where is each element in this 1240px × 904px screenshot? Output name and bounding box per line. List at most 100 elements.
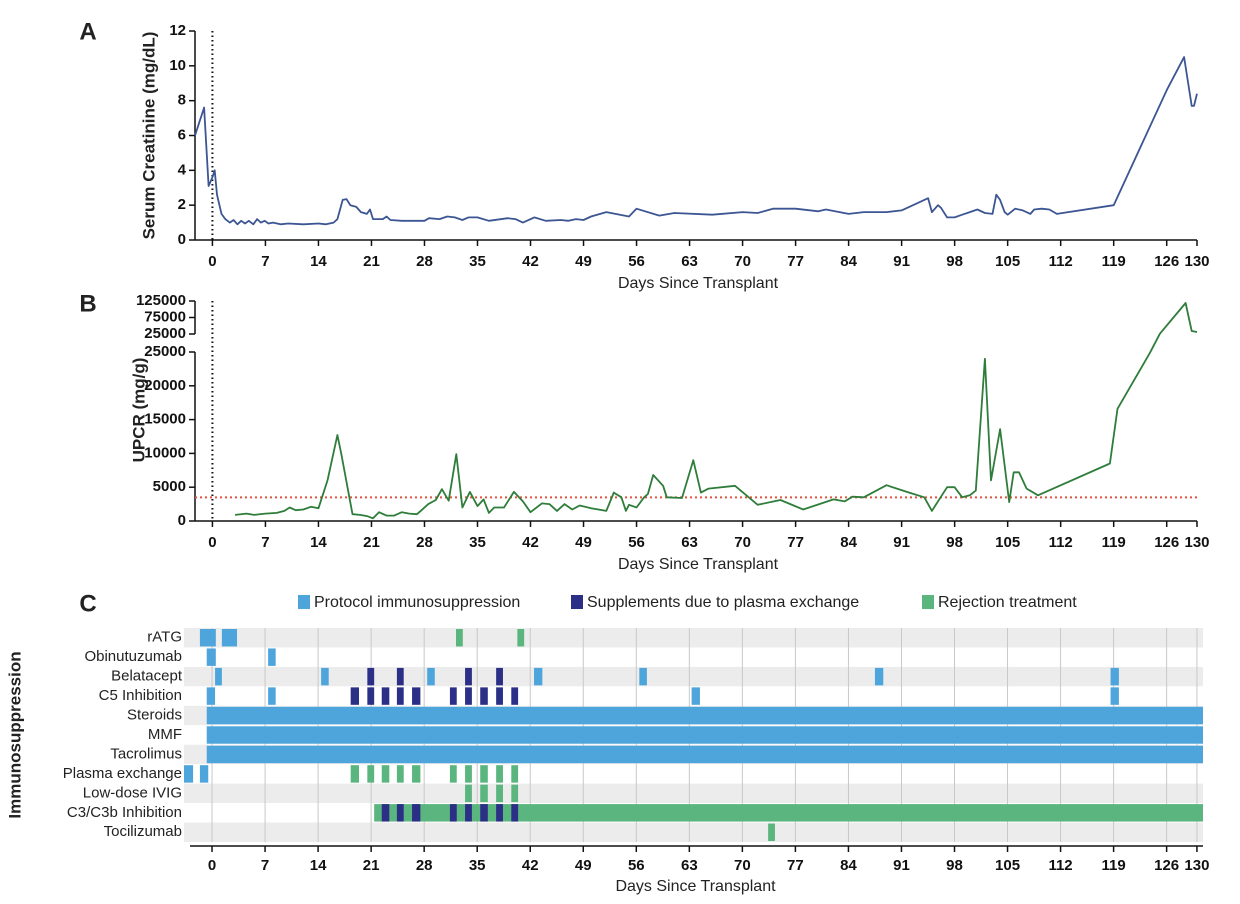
gantt-bar — [511, 765, 519, 783]
gantt-bar — [268, 687, 276, 705]
gantt-bar — [517, 629, 525, 647]
x-tick-label: 0 — [208, 534, 216, 551]
x-tick-label: 70 — [734, 253, 751, 270]
row-label: rATG — [147, 629, 182, 646]
x-tick-label: 63 — [681, 534, 698, 551]
x-axis-label: Days Since Transplant — [618, 275, 779, 292]
gantt-bar — [396, 687, 404, 705]
x-tick-label: 56 — [628, 857, 645, 874]
y-tick-label: 125000 — [136, 292, 186, 309]
y-tick-label: 0 — [178, 512, 186, 529]
x-tick-label: 56 — [628, 253, 645, 270]
x-tick-label: 112 — [1048, 857, 1072, 874]
x-tick-label: 130 — [1184, 534, 1209, 551]
x-tick-label: 105 — [995, 253, 1020, 270]
gantt-bar — [206, 706, 1203, 725]
row-band — [184, 628, 1203, 648]
x-tick-label: 42 — [522, 857, 539, 874]
gantt-bar — [381, 687, 390, 705]
gantt-bar — [367, 687, 375, 705]
x-tick-label: 14 — [310, 534, 327, 551]
x-tick-label: 98 — [946, 253, 963, 270]
gantt-bar — [465, 687, 472, 705]
row-band — [184, 647, 1203, 667]
legend-label: Protocol immunosuppression — [314, 594, 520, 611]
gantt-bar — [496, 804, 503, 822]
row-band — [184, 822, 1203, 842]
x-axis-label: Days Since Transplant — [615, 878, 776, 895]
x-tick-label: 91 — [893, 253, 910, 270]
legend-swatch — [571, 595, 583, 609]
x-tick-label: 14 — [310, 857, 327, 874]
gantt-bar — [639, 667, 647, 686]
y-tick-label: 8 — [178, 92, 186, 109]
gantt-bar — [381, 765, 390, 783]
gantt-bar — [206, 687, 216, 705]
gantt-bar — [465, 667, 472, 686]
gantt-bar — [206, 745, 1203, 764]
gantt-bar — [381, 804, 390, 822]
gantt-bar — [449, 804, 457, 822]
x-tick-label: 105 — [995, 857, 1020, 874]
gantt-bar — [367, 765, 375, 783]
gantt-bar — [496, 687, 503, 705]
gantt-bar — [480, 687, 488, 705]
gantt-bar — [396, 765, 404, 783]
y-tick-label: 25000 — [144, 325, 186, 342]
x-tick-label: 105 — [995, 534, 1020, 551]
gantt-bar — [511, 784, 519, 803]
x-tick-label: 84 — [840, 253, 857, 270]
gantt-bar — [511, 804, 519, 822]
row-label: C3/C3b Inhibition — [67, 804, 182, 821]
y-tick-label: 10000 — [144, 444, 186, 461]
gantt-bar — [1110, 667, 1119, 686]
x-tick-label: 49 — [575, 534, 592, 551]
y-tick-label: 10 — [169, 57, 186, 74]
x-tick-label: 119 — [1102, 534, 1126, 551]
data-line — [194, 56, 1198, 226]
y-axis-label: Immunosuppression — [5, 651, 24, 818]
gantt-bar — [449, 765, 457, 783]
gantt-bar — [480, 804, 488, 822]
panel-label: C — [79, 590, 96, 617]
gantt-bar — [465, 784, 472, 803]
y-tick-label: 15000 — [144, 411, 186, 428]
gantt-bar — [511, 687, 519, 705]
gantt-bar — [396, 667, 404, 686]
y-tick-label: 4 — [178, 161, 187, 178]
gantt-bar — [496, 667, 503, 686]
gantt-bar — [449, 687, 457, 705]
x-tick-label: 77 — [787, 534, 804, 551]
row-label: Low-dose IVIG — [83, 784, 182, 801]
gantt-bar — [268, 648, 276, 666]
x-tick-label: 21 — [363, 857, 380, 874]
y-tick-label: 25000 — [144, 343, 186, 360]
x-tick-label: 77 — [787, 857, 804, 874]
x-axis-label: Days Since Transplant — [618, 556, 779, 573]
gantt-bar — [215, 667, 222, 686]
x-tick-label: 49 — [575, 857, 592, 874]
gantt-bar — [496, 765, 503, 783]
legend-label: Supplements due to plasma exchange — [587, 594, 859, 611]
x-tick-label: 119 — [1101, 857, 1125, 874]
x-tick-label: 119 — [1102, 253, 1126, 270]
row-label: Plasma exchange — [63, 765, 182, 782]
x-tick-label: 28 — [416, 253, 433, 270]
x-tick-label: 112 — [1049, 253, 1073, 270]
x-tick-label: 35 — [469, 253, 486, 270]
x-tick-label: 56 — [628, 534, 645, 551]
x-tick-label: 130 — [1184, 857, 1209, 874]
x-tick-label: 7 — [261, 253, 269, 270]
x-tick-label: 130 — [1184, 253, 1209, 270]
gantt-bar — [412, 687, 421, 705]
legend-swatch — [298, 595, 310, 609]
y-tick-label: 0 — [178, 231, 186, 248]
gantt-bar — [350, 765, 360, 783]
gantt-bar — [412, 765, 421, 783]
x-tick-label: 91 — [893, 534, 910, 551]
x-tick-label: 0 — [208, 253, 216, 270]
x-tick-label: 21 — [363, 534, 380, 551]
x-tick-label: 0 — [208, 857, 216, 874]
